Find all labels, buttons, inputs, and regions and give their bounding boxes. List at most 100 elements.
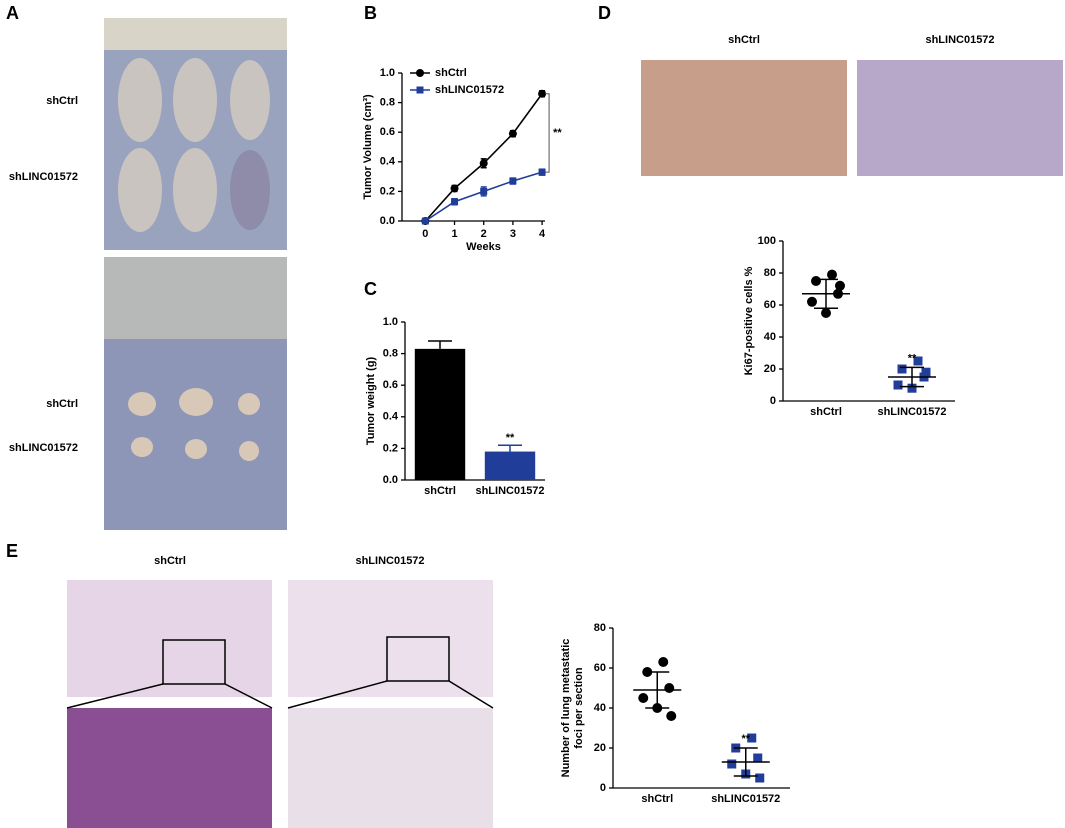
significance-bracket [545, 93, 550, 173]
x-tick-label: 3 [510, 228, 516, 240]
lung-photo [67, 580, 272, 697]
point [638, 693, 649, 703]
y-axis-label: Ki67-positive cells % [743, 266, 755, 375]
y-tick-label: 0.0 [380, 215, 395, 227]
x-tick-label: shCtrl [424, 485, 456, 497]
point [821, 308, 831, 318]
y-axis-label: Tumor Volume (cm³) [362, 94, 374, 200]
point [479, 159, 488, 168]
point [747, 733, 757, 743]
y-tick-label: 40 [764, 331, 776, 343]
x-tick-label: shCtrl [641, 793, 673, 805]
y-tick-label: 20 [594, 742, 606, 754]
photo-label: shCtrl [728, 34, 760, 46]
y-axis-label: Tumor weight (g) [365, 356, 377, 445]
point [727, 759, 737, 769]
photo-label: shCtrl [46, 95, 78, 107]
y-tick-label: 0.8 [383, 348, 398, 360]
y-tick-label: 0.2 [383, 442, 398, 454]
point [450, 184, 459, 193]
point [508, 129, 517, 138]
point [666, 711, 677, 721]
point [480, 187, 488, 195]
photo-label: shCtrl [154, 555, 186, 567]
point [807, 296, 817, 307]
legend-label: shLINC01572 [435, 84, 504, 96]
photo-label: shLINC01572 [9, 442, 78, 454]
panel-label: C [364, 279, 377, 299]
y-tick-label: 20 [764, 363, 776, 375]
tumors [128, 388, 260, 461]
x-tick-label: shLINC01572 [877, 406, 946, 418]
point [921, 367, 931, 377]
y-tick-label: 100 [758, 235, 776, 247]
series-line [424, 93, 543, 222]
annotation: ** [741, 733, 750, 745]
y-tick-label: 0 [770, 395, 776, 407]
x-tick-label: 2 [481, 228, 487, 240]
lung-zoom-photo [288, 708, 493, 828]
annotation: ** [506, 432, 515, 444]
y-tick-label: 80 [594, 622, 606, 634]
y-tick-label: 40 [594, 702, 606, 714]
point [538, 168, 546, 176]
y-tick-label: 60 [594, 662, 606, 674]
panel-label: D [598, 3, 611, 23]
y-tick-label: 0 [600, 782, 606, 794]
point [835, 280, 845, 291]
point [907, 383, 917, 393]
panel-label: B [364, 3, 377, 23]
y-tick-label: 1.0 [383, 316, 398, 328]
point [755, 773, 765, 783]
x-tick-label: 0 [422, 228, 428, 240]
y-axis-label: foci per section [573, 667, 585, 749]
ihc-photo [857, 60, 1063, 176]
point [893, 380, 903, 390]
ruler [104, 257, 287, 339]
y-tick-label: 0.6 [380, 126, 395, 138]
ruler [104, 18, 287, 50]
photo-label: shLINC01572 [355, 555, 424, 567]
y-tick-label: 0.0 [383, 474, 398, 486]
y-tick-label: 0.4 [380, 156, 396, 168]
point [658, 657, 669, 667]
y-tick-label: 80 [764, 267, 776, 279]
panel-label: A [6, 3, 19, 23]
y-tick-label: 1.0 [380, 67, 395, 79]
annotation: ** [908, 352, 917, 364]
point [538, 89, 547, 98]
point [827, 269, 837, 280]
y-tick-label: 0.6 [383, 379, 398, 391]
bar [484, 451, 536, 480]
mice [118, 58, 270, 232]
y-tick-label: 0.2 [380, 185, 395, 197]
point [753, 753, 763, 763]
x-axis-label: Weeks [466, 241, 501, 253]
ihc-photo [641, 60, 847, 176]
x-tick-label: shLINC01572 [711, 793, 780, 805]
legend-marker [416, 86, 424, 94]
x-tick-label: 4 [539, 228, 546, 240]
lung-photo [288, 580, 493, 697]
x-tick-label: 1 [451, 228, 457, 240]
point [664, 683, 675, 693]
photo-label: shLINC01572 [9, 171, 78, 183]
photo-label: shLINC01572 [925, 34, 994, 46]
bar [414, 348, 466, 480]
lung-zoom-photo [67, 708, 272, 828]
y-tick-label: 0.8 [380, 97, 395, 109]
photo-label: shCtrl [46, 398, 78, 410]
legend-marker [416, 69, 424, 77]
annotation: ** [553, 127, 562, 139]
panel-label: E [6, 541, 18, 561]
point [421, 217, 429, 225]
point [897, 364, 907, 374]
x-tick-label: shLINC01572 [475, 485, 544, 497]
point [811, 276, 821, 286]
x-tick-label: shCtrl [810, 406, 842, 418]
legend-label: shCtrl [435, 67, 467, 79]
y-axis-label: Number of lung metastatic [560, 639, 572, 778]
y-tick-label: 60 [764, 299, 776, 311]
point [451, 198, 459, 206]
